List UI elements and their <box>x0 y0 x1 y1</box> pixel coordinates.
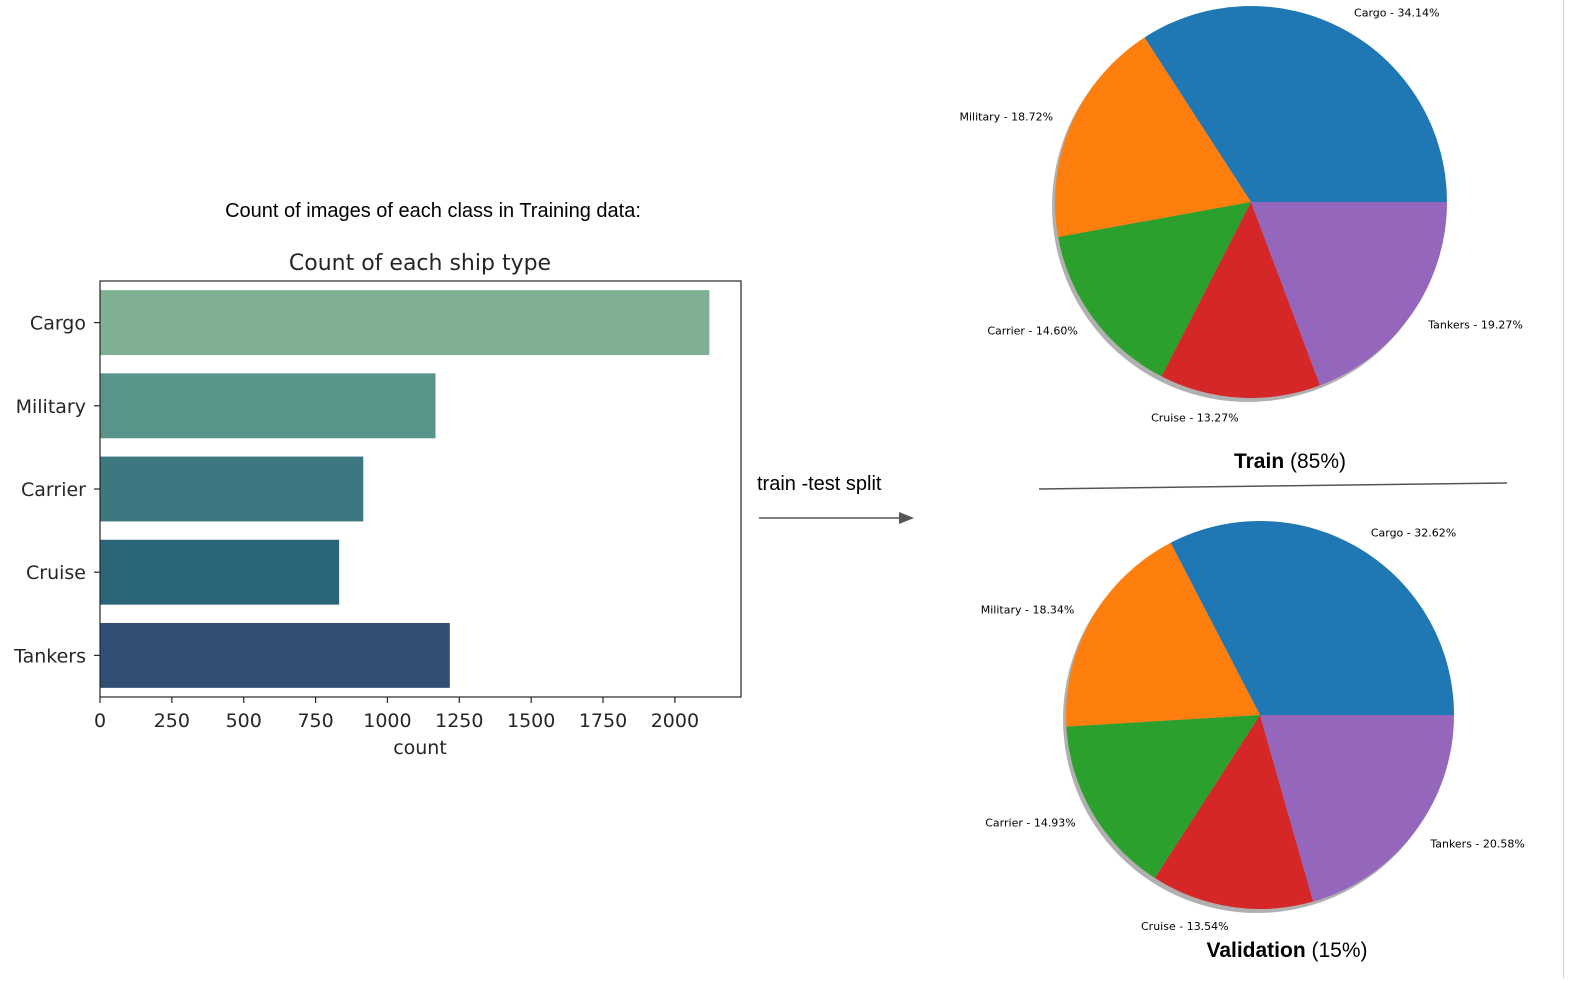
train-label-cruise: Cruise - 13.27% <box>1151 411 1239 424</box>
x-tick-label: 500 <box>226 710 262 732</box>
x-tick-label: 1000 <box>363 710 411 732</box>
validation-caption-percent: (15%) <box>1306 939 1368 962</box>
validation-label-tankers: Tankers - 20.58% <box>1429 838 1525 851</box>
validation-caption-bold: Validation <box>1206 939 1305 962</box>
train-label-carrier: Carrier - 14.60% <box>987 324 1078 337</box>
page-edge-rule <box>1563 0 1564 978</box>
validation-label-cargo: Cargo - 32.62% <box>1371 527 1456 540</box>
train-pie-chart: Cargo - 34.14% Military - 18.72% Carrier -… <box>959 6 1523 473</box>
divider-line <box>1038 482 1508 490</box>
train-caption-percent: (85%) <box>1284 450 1346 473</box>
train-caption: Train (85%) <box>1234 450 1346 473</box>
y-tick-label: Military <box>16 396 86 418</box>
validation-label-military: Military - 18.34% <box>981 604 1075 617</box>
train-wedge-carrier <box>1058 202 1251 377</box>
validation-pie-labels: Cargo - 32.62% Military - 18.34% Carrier -… <box>981 527 1525 933</box>
y-axis: Cargo Military Carrier Cruise Tankers <box>13 313 100 667</box>
x-tick-label: 0 <box>94 710 106 732</box>
validation-pie-wedges <box>1063 521 1454 913</box>
x-axis-label: count <box>393 737 447 759</box>
y-tick-label: Tankers <box>13 645 86 667</box>
y-tick-label: Cargo <box>30 313 86 335</box>
bar-chart: Count of each ship type CargoMilitaryCar… <box>13 251 742 759</box>
validation-wedge-cruise <box>1154 715 1314 909</box>
train-pie-wedges <box>1052 6 1447 402</box>
bar-chart-title: Count of each ship type <box>289 251 551 276</box>
train-label-tankers: Tankers - 19.27% <box>1427 319 1523 332</box>
x-tick-label: 250 <box>154 710 190 732</box>
split-arrow: train -test split <box>757 473 914 524</box>
bar-military <box>100 373 436 439</box>
validation-label-cruise: Cruise - 13.54% <box>1141 920 1229 933</box>
validation-wedge-carrier <box>1066 715 1260 879</box>
figure-caption: Count of images of each class in Trainin… <box>225 200 641 222</box>
train-label-cargo: Cargo - 34.14% <box>1354 7 1439 20</box>
train-pie-labels: Cargo - 34.14% Military - 18.72% Carrier -… <box>959 7 1522 425</box>
validation-pie-chart: Cargo - 32.62% Military - 18.34% Carrier -… <box>981 521 1525 962</box>
validation-wedge-tankers <box>1260 715 1454 902</box>
x-tick-label: 1500 <box>507 710 555 732</box>
train-wedge-tankers <box>1251 202 1447 386</box>
train-caption-bold: Train <box>1234 450 1284 473</box>
x-tick-label: 750 <box>297 710 333 732</box>
validation-label-carrier: Carrier - 14.93% <box>985 817 1076 830</box>
bar-tankers <box>100 622 450 688</box>
x-tick-label: 2000 <box>651 710 699 732</box>
x-tick-label: 1250 <box>435 710 483 732</box>
split-arrow-label: train -test split <box>757 473 882 495</box>
y-tick-label: Carrier <box>21 479 86 501</box>
validation-wedge-cargo <box>1170 521 1454 715</box>
train-label-military: Military - 18.72% <box>959 110 1053 123</box>
train-wedge-military <box>1055 37 1251 238</box>
validation-wedge-military <box>1066 542 1260 727</box>
train-wedge-cargo <box>1144 6 1447 203</box>
validation-caption: Validation (15%) <box>1206 939 1367 962</box>
y-tick-label: Cruise <box>26 562 86 584</box>
train-wedge-cruise <box>1161 202 1321 398</box>
x-axis: 0 250 500 750 1000 1250 1500 1750 2000 <box>94 697 699 732</box>
x-tick-label: 1750 <box>579 710 627 732</box>
bar-cruise <box>100 539 340 605</box>
bar-cargo <box>100 290 710 356</box>
bar-series <box>100 290 710 688</box>
arrow-head-icon <box>899 512 914 524</box>
bar-carrier <box>100 456 364 522</box>
